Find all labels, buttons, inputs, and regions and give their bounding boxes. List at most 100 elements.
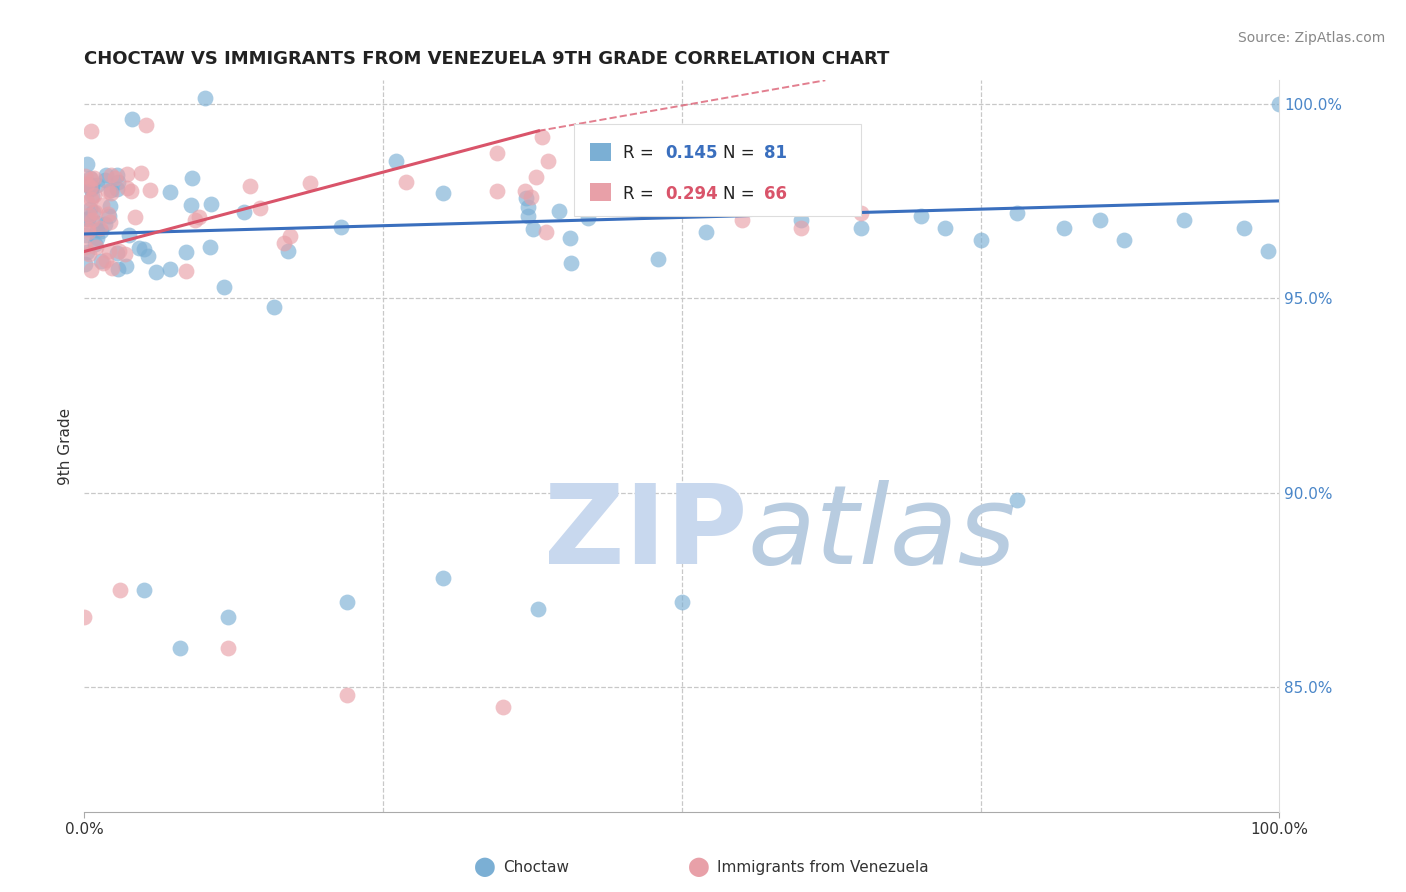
Point [280,228,302,243]
Point [77,211,100,226]
Point [432,571,454,585]
Point [96,168,118,182]
Point [97,209,120,223]
Point [105,168,128,182]
Point [212,279,235,293]
Point [80,178,103,193]
Point [80,192,103,206]
Bar [591,144,612,161]
Point [180,197,202,211]
Point [671,194,693,208]
Point [790,213,813,227]
Point [522,222,544,236]
Point [851,221,873,235]
Point [100,168,122,182]
Point [90,224,112,238]
Text: 81: 81 [765,145,787,162]
Point [77,208,100,222]
Point [576,211,599,225]
Point [138,249,160,263]
Point [76,177,98,191]
Point [1173,213,1195,227]
Point [647,252,669,267]
Point [336,688,359,702]
Point [1268,96,1291,111]
Point [115,181,138,195]
Point [84,205,107,219]
Point [1005,205,1028,219]
Point [75,257,97,271]
Y-axis label: 9th Grade: 9th Grade [58,408,73,484]
Text: 0.294: 0.294 [665,185,718,202]
Point [105,245,128,260]
Point [100,183,122,197]
Point [97,184,120,198]
Text: R =: R = [623,185,659,202]
Point [1233,221,1256,235]
Point [910,210,932,224]
Point [84,240,107,254]
Point [132,582,156,597]
Point [77,221,100,235]
Point [80,171,103,186]
Point [94,173,117,187]
Point [97,207,120,221]
Point [169,641,191,656]
Point [790,221,813,235]
Point [198,240,221,254]
Point [145,265,167,279]
Point [395,175,418,189]
Point [548,203,571,218]
Point [82,180,104,194]
Bar [591,184,612,201]
Point [80,262,103,277]
Point [184,213,207,227]
Point [86,231,108,245]
Point [124,210,146,224]
Point [84,237,107,252]
Point [139,183,162,197]
Point [77,178,100,192]
Point [1090,213,1112,227]
Point [432,186,454,200]
Point [104,170,127,185]
Point [131,165,153,179]
Text: ⬤: ⬤ [474,857,496,877]
Point [79,180,101,194]
Point [90,198,112,212]
Point [80,189,103,203]
Point [89,220,111,235]
Point [336,594,359,608]
Point [76,244,98,259]
Text: atlas: atlas [748,480,1017,587]
Point [73,610,96,624]
Point [77,225,100,239]
Point [107,175,129,189]
Point [98,199,121,213]
Point [174,264,197,278]
Point [1257,244,1279,259]
Text: CHOCTAW VS IMMIGRANTS FROM VENEZUELA 9TH GRADE CORRELATION CHART: CHOCTAW VS IMMIGRANTS FROM VENEZUELA 9TH… [84,50,890,68]
Point [73,169,96,183]
Point [612,167,634,181]
Point [86,223,108,237]
Point [117,228,139,243]
Point [273,236,295,251]
Text: ZIP: ZIP [544,480,748,587]
Point [75,228,97,243]
Point [76,157,98,171]
Point [330,220,353,235]
FancyBboxPatch shape [575,124,862,216]
Point [117,167,139,181]
Text: N =: N = [723,185,759,202]
Point [513,185,536,199]
Point [90,253,112,268]
Point [695,225,717,239]
Point [531,129,554,144]
Point [83,187,105,202]
Point [110,582,132,597]
Point [174,244,197,259]
Point [486,145,509,160]
Text: ⬤: ⬤ [688,857,710,877]
Point [98,244,121,258]
